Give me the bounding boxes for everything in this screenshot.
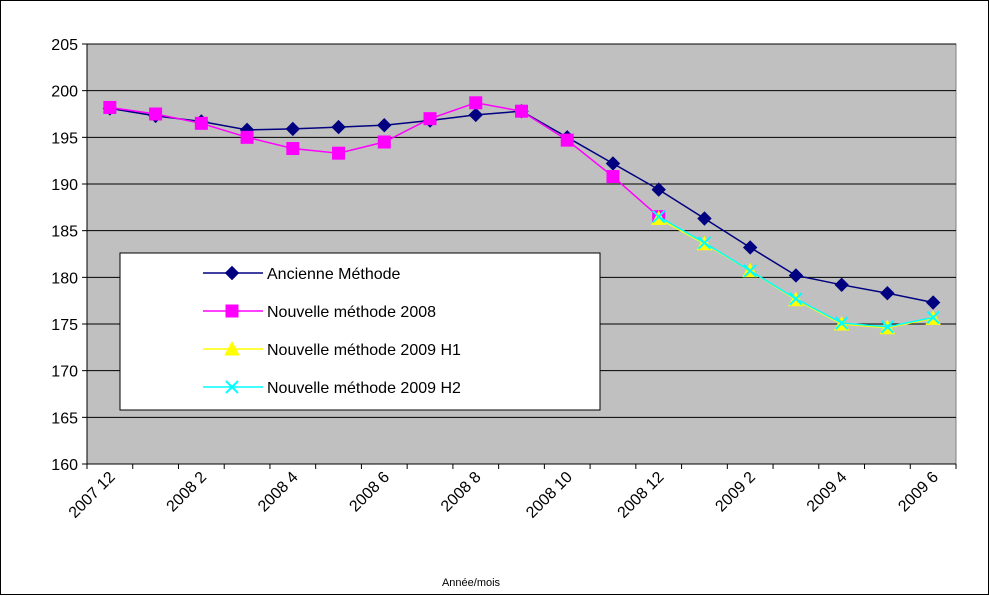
data-point-marker — [469, 96, 483, 110]
data-point-marker — [423, 112, 437, 126]
legend-marker — [225, 380, 239, 394]
x-tick-label: 2008 10 — [523, 469, 576, 522]
x-tick-label: 2009 2 — [712, 469, 759, 516]
data-point-marker — [286, 142, 300, 156]
y-tick-label: 195 — [51, 130, 78, 147]
legend-marker — [224, 340, 240, 356]
data-point-marker — [834, 316, 849, 330]
x-tick-labels: 2007 12 2008 2 2008 4 2008 6 2008 8 2008 10 20… — [66, 469, 942, 522]
legend: Ancienne Méthode Nouvelle méthode 2008 Nou… — [119, 252, 601, 411]
y-tick-label: 190 — [51, 177, 78, 194]
y-tick-label: 165 — [51, 410, 78, 427]
legend-entry: Ancienne Méthode — [203, 265, 401, 283]
data-point-marker — [331, 119, 346, 135]
legend-marker — [225, 304, 239, 318]
data-point-marker — [560, 133, 574, 147]
legend-entry: Nouvelle méthode 2009 H1 — [203, 340, 461, 359]
x-axis-label: Année/mois — [442, 577, 501, 589]
y-tick-label: 185 — [51, 224, 78, 241]
data-point-marker — [606, 170, 620, 184]
data-point-marker — [377, 117, 392, 133]
data-point-marker — [103, 100, 117, 114]
x-tick-label: 2008 12 — [615, 469, 668, 522]
data-point-marker — [925, 295, 941, 310]
y-tick-label: 160 — [51, 457, 78, 474]
legend-box — [119, 252, 601, 411]
legend-label: Ancienne Méthode — [267, 266, 401, 283]
data-point-marker — [332, 146, 346, 160]
legend-entry: Nouvelle méthode 2008 — [203, 304, 436, 321]
data-point-marker — [240, 130, 254, 144]
legend-label: Nouvelle méthode 2008 — [267, 304, 436, 321]
x-tick-label: 2009 6 — [895, 469, 942, 516]
x-tick-label: 2007 12 — [66, 469, 119, 522]
x-tick-label: 2009 4 — [804, 469, 851, 516]
data-point-marker — [926, 310, 940, 325]
data-point-marker — [743, 264, 757, 278]
legend-label: Nouvelle méthode 2009 H1 — [267, 342, 461, 359]
y-tick-label: 180 — [51, 270, 78, 287]
x-tick-label: 2008 8 — [438, 469, 485, 516]
data-point-marker — [834, 277, 849, 293]
data-point-marker — [194, 116, 208, 130]
series-4 — [652, 209, 940, 334]
data-point-marker — [285, 121, 301, 137]
data-point-marker — [789, 292, 803, 306]
y-tick-label: 205 — [51, 37, 78, 54]
data-point-marker — [377, 135, 391, 149]
y-tick-label: 175 — [51, 317, 78, 334]
legend-entry: Nouvelle méthode 2009 H2 — [203, 380, 461, 397]
data-point-marker — [880, 285, 895, 301]
data-point-marker — [652, 209, 666, 224]
y-tick-label: 170 — [51, 364, 78, 381]
data-point-marker — [880, 320, 895, 334]
series-2 — [103, 96, 666, 224]
y-tick-labels: 160 165 170 175 180 185 190 195 200 205 — [51, 37, 78, 474]
data-point-marker — [605, 156, 621, 171]
data-point-marker — [742, 240, 758, 255]
x-tick-label: 2008 6 — [346, 469, 393, 516]
legend-marker — [224, 265, 240, 281]
series-group — [102, 96, 941, 335]
y-tick-label: 200 — [51, 84, 78, 101]
data-point-marker — [697, 211, 712, 226]
x-tick-label: 2008 4 — [255, 469, 302, 516]
axes — [82, 43, 957, 469]
data-point-marker — [515, 104, 528, 118]
data-point-marker — [788, 268, 804, 283]
x-tick-label: 2008 2 — [164, 469, 211, 516]
data-point-marker — [651, 182, 666, 197]
data-point-marker — [697, 236, 712, 250]
legend-label: Nouvelle méthode 2009 H2 — [267, 380, 461, 397]
data-point-marker — [149, 107, 163, 121]
data-point-marker — [468, 107, 483, 123]
